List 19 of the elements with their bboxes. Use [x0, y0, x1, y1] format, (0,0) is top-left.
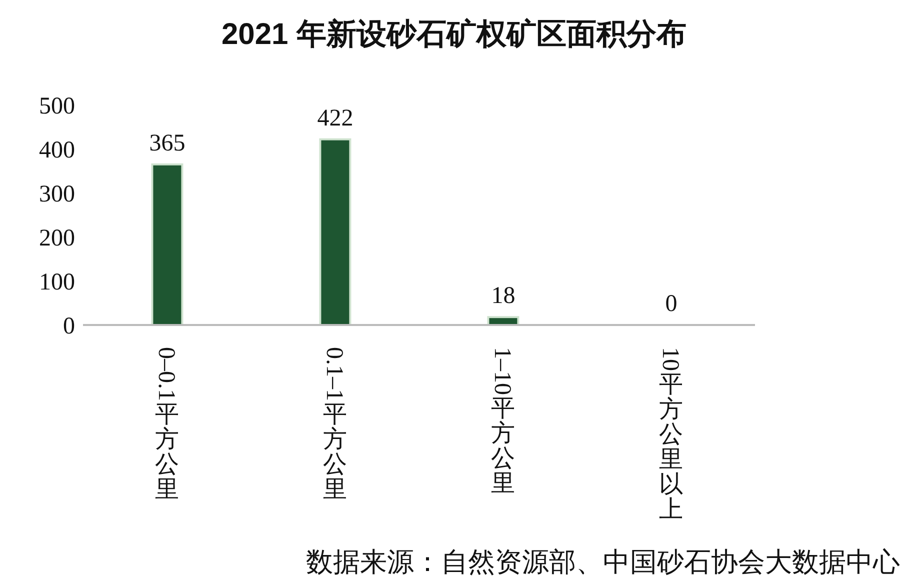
bar [151, 163, 184, 325]
category-label: 0.1–1平方公里 [321, 347, 347, 503]
data-label: 365 [149, 130, 186, 156]
chart-title: 2021 年新设砂石矿权矿区面积分布 [220, 17, 688, 53]
x-tick-label: 1–10平方公里 [489, 347, 515, 497]
y-tick-label: 0 [63, 314, 75, 340]
data-label: 18 [491, 283, 516, 310]
y-tick-label: 300 [39, 182, 75, 208]
y-tick-label: 500 [39, 94, 75, 120]
x-tick-label: 10平方公里以上 [657, 347, 683, 523]
y-tick-label: 400 [39, 138, 75, 164]
source-note: 数据来源：自然资源部、中国砂石协会大数据中心 [306, 546, 900, 579]
data-label: 422 [317, 105, 354, 132]
data-label: 0 [665, 291, 678, 317]
bar [319, 138, 352, 325]
y-tick-label: 200 [39, 226, 75, 252]
bar [487, 316, 520, 325]
category-label: 0–0.1平方公里 [153, 347, 179, 503]
y-tick-label: 100 [39, 270, 75, 296]
